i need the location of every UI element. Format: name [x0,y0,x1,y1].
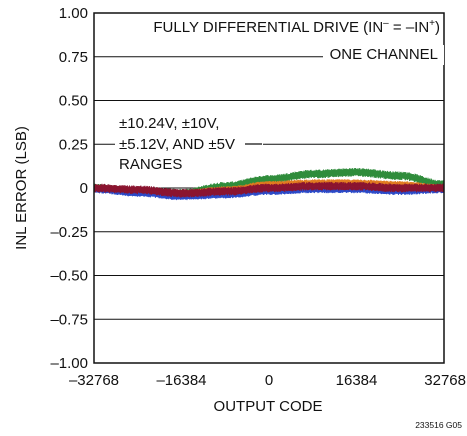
y-tick-label: 0.25 [59,136,88,153]
x-tick-label: –16384 [156,372,206,389]
x-tick-labels: –32768 –16384 0 16384 32768 [69,372,466,389]
y-tick-label: –0.75 [50,311,88,328]
y-tick-label: 0.75 [59,49,88,66]
drive-mid: = –IN [389,19,429,36]
y-tick-label: 1.00 [59,5,88,22]
x-axis-label: OUTPUT CODE [214,398,323,415]
ranges-line-2: ±5.12V, AND ±5V [119,136,235,153]
drive-sup-1: – [383,18,389,29]
y-tick-label: –0.25 [50,224,88,241]
channel-annotation: ONE CHANNEL [330,46,438,63]
figure-code: 233516 G05 [415,420,462,430]
y-tick-label: 0.50 [59,93,88,110]
plot-frame [93,12,445,364]
ranges-line-1: ±10.24V, ±10V, [119,115,219,132]
y-tick-label: 0 [80,180,88,197]
y-tick-label: –0.50 [50,268,88,285]
x-tick-label: 0 [265,372,273,389]
drive-sup-2: + [429,18,435,29]
x-tick-label: –32768 [69,372,119,389]
channel-label-bg [323,45,444,65]
y-tick-labels: 1.00 0.75 0.50 0.25 0 –0.25 –0.50 –0.75 –1.00 [50,5,88,372]
drive-suffix: ) [435,19,440,36]
y-axis-label: INL ERROR (LSB) [13,126,30,250]
inl-series-3 [93,181,445,198]
y-tick-label: –1.00 [50,355,88,372]
x-tick-label: 16384 [336,372,378,389]
ranges-label-bg [115,112,263,176]
data-series [93,167,445,201]
x-tick-label: 32768 [424,372,466,389]
drive-annotation: FULLY DIFFERENTIAL DRIVE (IN– = –IN+) [153,18,440,36]
drive-prefix: FULLY DIFFERENTIAL DRIVE (IN [153,19,383,36]
ranges-line-3: RANGES [119,156,182,173]
